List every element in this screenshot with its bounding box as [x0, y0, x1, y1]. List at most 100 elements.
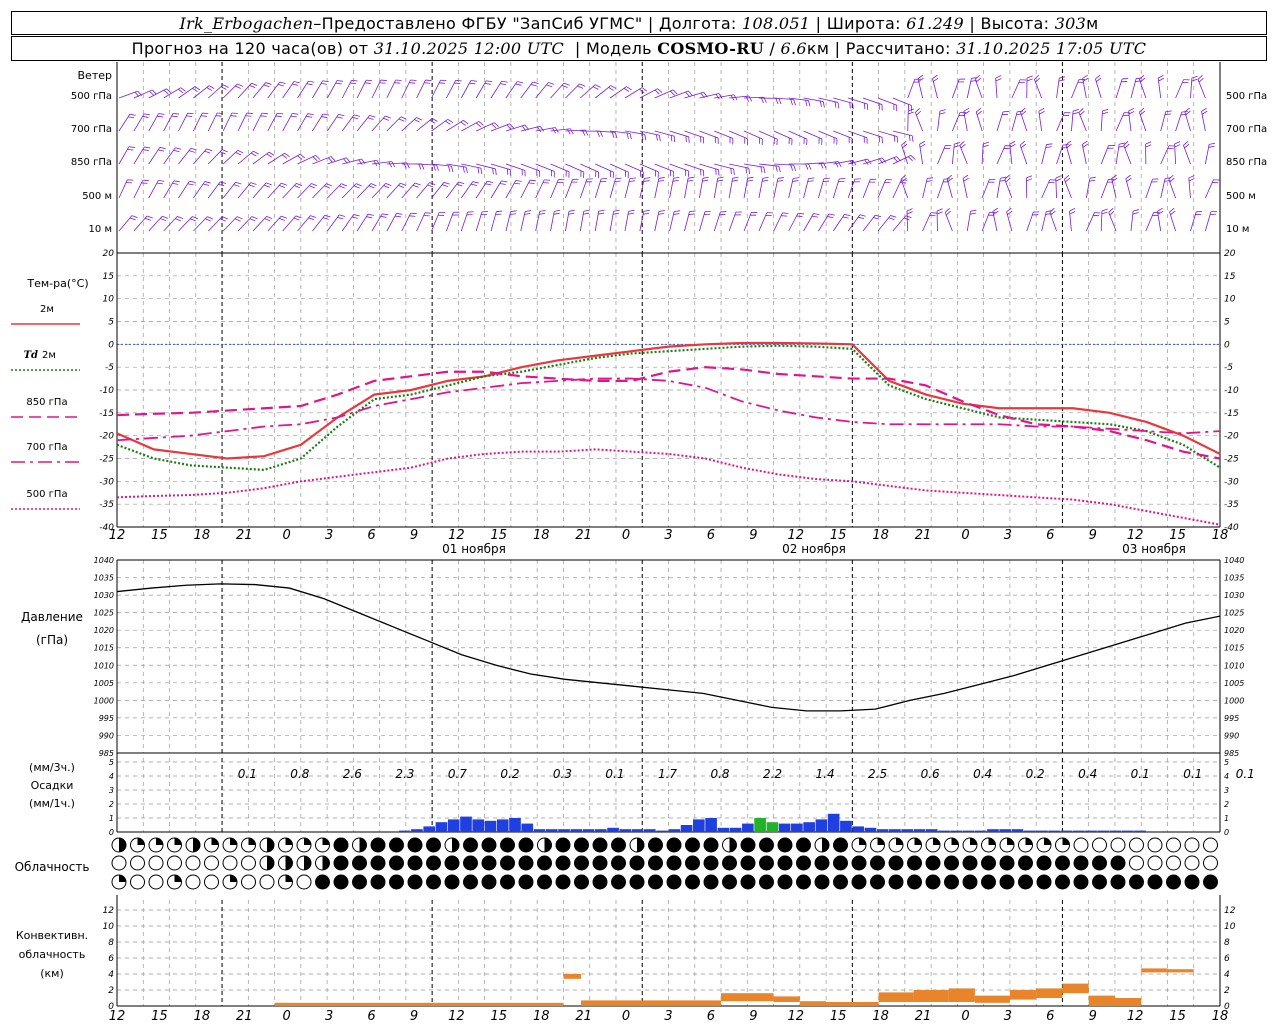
wind-barb [803, 97, 824, 102]
wind-barb-feather [436, 164, 439, 171]
wind-barb-feather [1065, 177, 1071, 183]
cloud-circle [666, 874, 682, 890]
wind-barb-feather [672, 179, 679, 182]
wind-barb [401, 212, 412, 232]
cloud-circle [333, 874, 349, 890]
wind-barb-feather [689, 210, 696, 213]
cloud-circle [685, 837, 700, 853]
wind-barb-feather [364, 82, 371, 84]
cloud-fill [193, 838, 200, 852]
cloud-circle [333, 855, 349, 871]
wind-barb-feather [221, 149, 228, 153]
wind-barb-feather [190, 147, 197, 151]
cloud-circle [1110, 837, 1126, 853]
x-tick-label: 18 [194, 1009, 211, 1024]
wind-barb [1041, 144, 1047, 165]
wind-barb-feather [188, 150, 195, 153]
alt-unit: м [1086, 13, 1099, 33]
conv-bar [948, 988, 975, 1002]
pressure-line [116, 583, 1221, 712]
wind-barb-feather [366, 79, 373, 82]
wind-barb-feather [321, 82, 328, 85]
x-tick-label: 18 [194, 528, 211, 543]
wind-barb-feather [409, 215, 416, 217]
wind-barb [1201, 111, 1206, 132]
cloud-circle [1147, 874, 1163, 890]
precip-ylabel: (мм/3ч.) [29, 761, 75, 774]
precip-bar [1183, 831, 1195, 832]
y-tick-label: 1000 [1224, 696, 1244, 705]
wind-barb-feather [220, 86, 227, 90]
x-tick-label: 0 [283, 528, 291, 543]
wind-barb [714, 94, 735, 99]
wind-barb-feather [1089, 179, 1096, 182]
x-tick-label: 0 [961, 1009, 969, 1024]
x-tick-label: 12 [109, 528, 126, 543]
y-tick-label: 12 [1224, 906, 1236, 916]
wind-barb-feather [1108, 208, 1114, 213]
cloud-circle [222, 855, 238, 871]
wind-barb [118, 179, 128, 199]
wind-barb [917, 78, 924, 99]
divider: | [642, 13, 659, 33]
wind-level-label: 500 гПа [1226, 91, 1267, 102]
wind-barb [995, 78, 998, 99]
wind-barb [713, 211, 721, 232]
wind-barb [714, 163, 734, 170]
cloud-fill [896, 838, 903, 845]
wind-barb [900, 179, 909, 199]
x-tick-label: 6 [707, 1009, 715, 1024]
wind-barb-feather [1188, 175, 1195, 179]
wind-barb-feather [1168, 174, 1174, 180]
x-tick-label: 15 [151, 1009, 168, 1024]
divider: | [964, 13, 981, 33]
wind-barb-feather [1112, 177, 1118, 182]
cloud-circle [259, 874, 275, 890]
cloud-circle [555, 874, 571, 890]
wind-barb [341, 183, 357, 199]
wind-level-label: 700 гПа [1226, 124, 1267, 135]
wind-barb [788, 213, 799, 232]
wind-barb [446, 80, 457, 99]
wind-barb [609, 178, 616, 199]
date-label: 01 ноября [442, 542, 506, 556]
wind-barb [490, 211, 497, 232]
x-tick-label: 3 [1004, 528, 1012, 543]
wind-barb [937, 178, 945, 199]
cloud-circle [685, 874, 700, 890]
wind-barb-feather [907, 156, 913, 162]
wind-barb-feather [429, 182, 436, 185]
wind-barb-feather [964, 110, 970, 115]
wind-barb [282, 215, 297, 232]
wind-barb-feather [515, 180, 522, 182]
wind-barb-feather [186, 115, 193, 117]
wind-barb [237, 150, 254, 165]
wind-barb [818, 97, 839, 103]
y-tick-label: 1010 [94, 661, 114, 670]
wind-barb [728, 212, 737, 232]
conv-bar [799, 1001, 827, 1006]
wind-barb [580, 84, 596, 99]
y-tick-label: -25 [1224, 455, 1239, 465]
wind-barb [1168, 179, 1176, 199]
wind-barb [684, 163, 704, 171]
y-tick-label: 2 [108, 986, 114, 996]
cloud-circle [1184, 855, 1200, 871]
conv-ylabel: Конвективн. [16, 929, 88, 942]
wind-barb-feather [539, 209, 546, 212]
x-tick-label: 0 [622, 528, 630, 543]
wind-barb-feather [644, 134, 647, 141]
wind-barb-feather [1102, 108, 1109, 112]
wind-barb-feather [1034, 75, 1040, 80]
cloud-circle [481, 837, 497, 853]
wind-barb [624, 130, 645, 135]
wind-barb-feather [858, 216, 865, 220]
wind-barb-feather [1139, 107, 1145, 113]
cloud-circle [1055, 874, 1070, 890]
precip-total-label: 0.1 [1131, 767, 1150, 781]
wind-barb [178, 148, 192, 165]
conv-bar [878, 992, 914, 1002]
cloud-circle [666, 855, 682, 871]
cloud-circle [1092, 837, 1107, 853]
wind-barb-feather [158, 113, 165, 115]
